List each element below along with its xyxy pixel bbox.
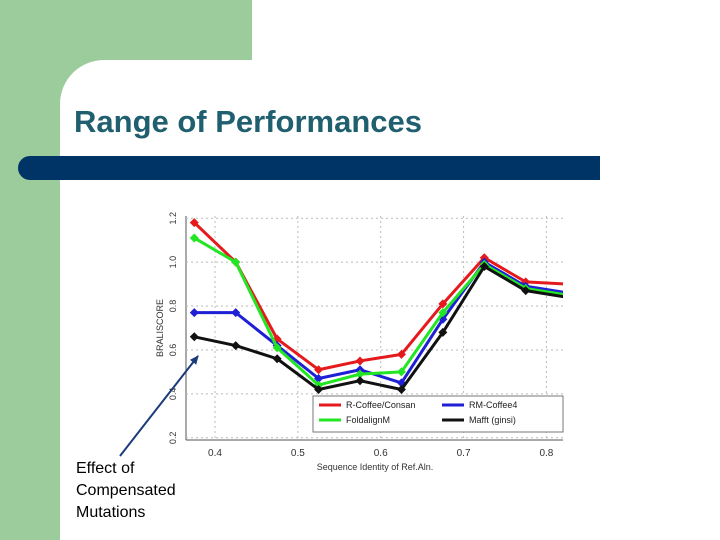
x-axis-title: Sequence Identity of Ref.Aln. <box>317 462 434 472</box>
data-point <box>314 384 324 394</box>
legend-label: FoldalignM <box>346 415 390 425</box>
x-tick-label: 0.4 <box>208 448 222 459</box>
data-point <box>231 341 241 351</box>
legend-label: Mafft (ginsi) <box>469 415 516 425</box>
data-point <box>314 374 324 384</box>
data-point <box>189 233 199 243</box>
y-tick-label: 1.2 <box>168 212 178 225</box>
data-point <box>396 349 406 359</box>
x-tick-label: 0.6 <box>374 448 388 459</box>
legend-box <box>312 395 564 433</box>
data-point <box>396 384 406 394</box>
series-line <box>193 236 563 387</box>
y-tick-label: 0.6 <box>168 344 178 357</box>
data-point <box>438 299 448 309</box>
slide-title: Range of Performances <box>74 104 422 139</box>
annotation-arrow <box>119 355 199 457</box>
data-point <box>231 257 241 267</box>
title-underline-bar <box>18 156 600 180</box>
content-panel <box>60 60 720 540</box>
x-tick-label: 0.7 <box>457 448 471 459</box>
annotation-line-2: Compensated <box>76 482 176 499</box>
y-tick-label: 1.0 <box>168 256 178 269</box>
data-point <box>355 369 365 379</box>
data-point <box>231 308 241 318</box>
data-point <box>189 332 199 342</box>
x-tick-label: 0.8 <box>539 448 553 459</box>
annotation-line-1: Effect of <box>76 460 135 477</box>
series-line <box>193 265 563 391</box>
data-point <box>314 365 324 375</box>
data-point <box>562 292 563 294</box>
series-3 <box>189 262 563 394</box>
data-point <box>438 327 448 337</box>
series-line <box>194 260 563 385</box>
data-point <box>521 286 531 296</box>
x-tick-label: 0.5 <box>291 448 305 459</box>
annotation-line-3: Mutations <box>76 504 146 521</box>
data-point <box>355 376 365 386</box>
data-point <box>479 262 489 272</box>
series-line <box>193 221 563 372</box>
data-point <box>272 343 282 353</box>
data-point <box>562 294 563 296</box>
legend-label: R-Coffee/Consan <box>346 400 415 410</box>
data-point <box>189 218 199 228</box>
y-tick-label: 0.8 <box>168 300 178 313</box>
data-point <box>272 354 282 364</box>
data-point <box>562 283 563 285</box>
y-tick-label: 0.4 <box>168 388 178 401</box>
y-tick-label: 0.2 <box>168 432 178 445</box>
data-point <box>396 367 406 377</box>
data-point <box>438 308 448 318</box>
data-point <box>189 308 199 318</box>
y-axis-title: BRALISCORE <box>155 299 165 357</box>
data-point <box>562 296 563 298</box>
data-point <box>355 356 365 366</box>
legend-label: RM-Coffee4 <box>469 400 517 410</box>
annotation-text: Effect of Compensated Mutations <box>76 458 176 524</box>
